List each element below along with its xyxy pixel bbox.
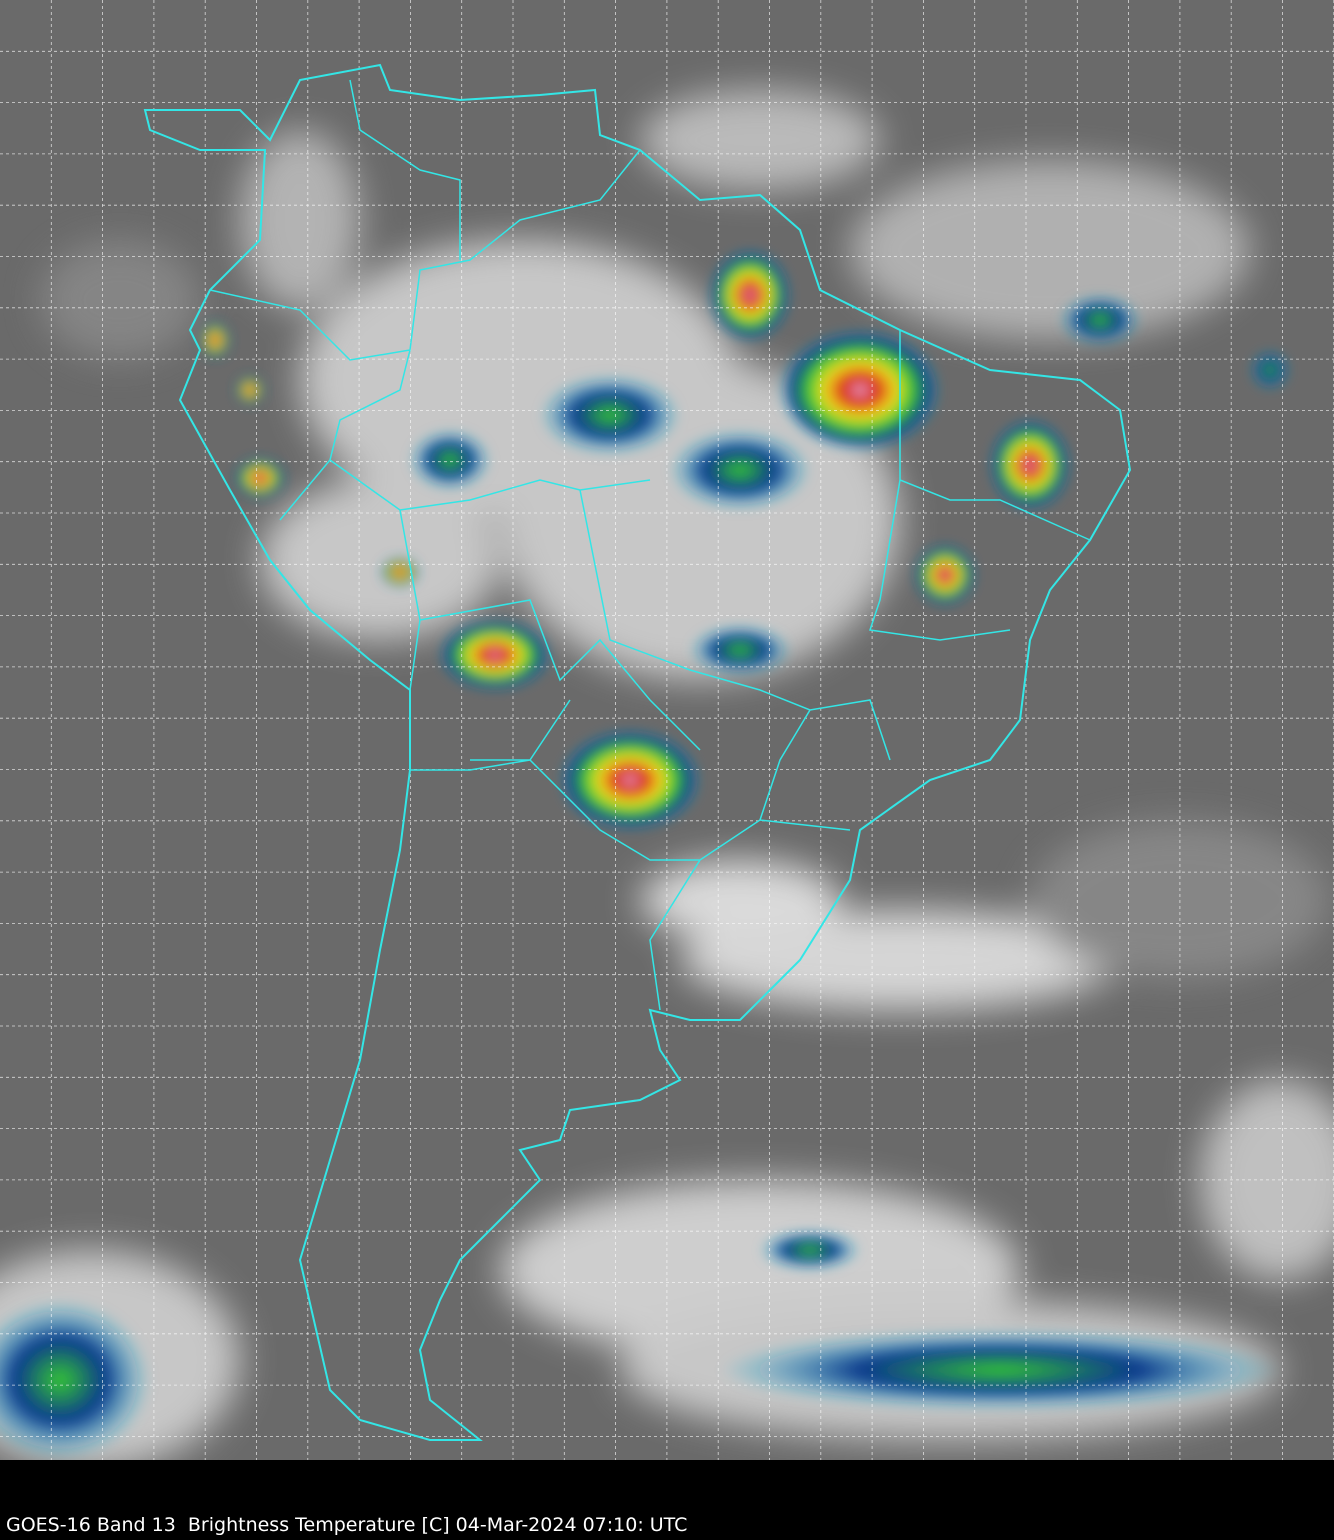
image-caption: GOES-16 Band 13 Brightness Temperature [… <box>6 1514 688 1536</box>
satellite-map <box>0 0 1334 1460</box>
continent-outline <box>143 63 1132 1441</box>
lat-lon-grid <box>0 0 1334 1460</box>
internal-borders <box>209 79 1091 1011</box>
country-borders <box>143 63 1132 1441</box>
